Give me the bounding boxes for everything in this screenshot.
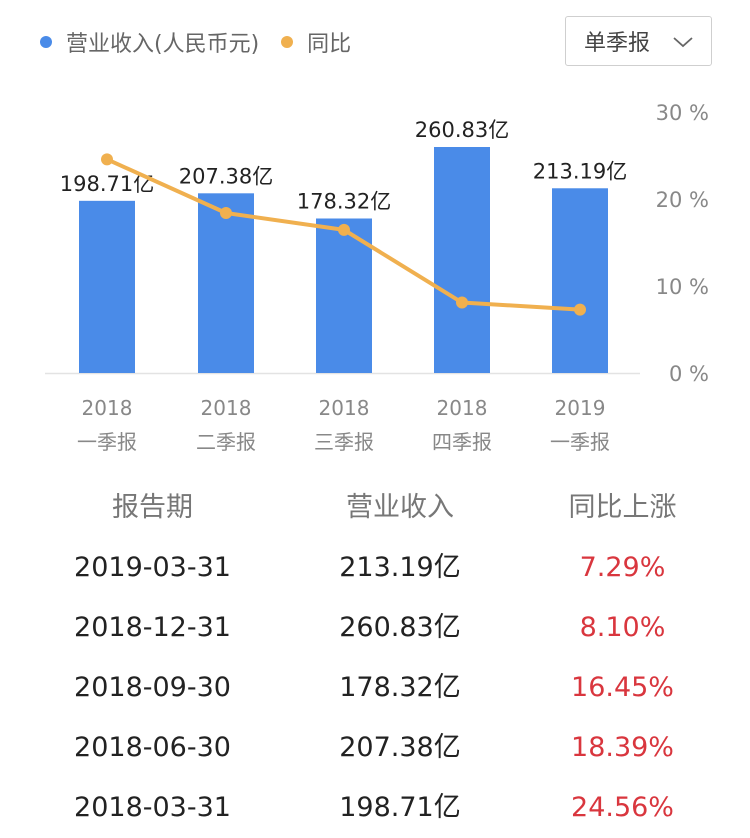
x-tick-label: 2019 一季报 [550, 396, 610, 454]
bar-data-label: 198.71亿 [60, 172, 154, 196]
cell-period: 2019-03-31 [74, 552, 231, 583]
table-header-row: 报告期 营业收入 同比上涨 [0, 478, 750, 538]
header-yoy: 同比上涨 [568, 492, 677, 523]
revenue-table: 报告期 营业收入 同比上涨 2019-03-31 213.19亿 7.29% 2… [0, 478, 750, 838]
table-row: 2018-12-31 260.83亿 8.10% [0, 598, 750, 658]
y2-tick-label: 20 % [656, 188, 709, 212]
cell-period: 2018-12-31 [74, 612, 231, 643]
table-row: 2018-03-31 198.71亿 24.56% [0, 778, 750, 838]
x-tick-label: 2018 一季报 [77, 396, 137, 454]
x-tick-label: 2018 二季报 [196, 396, 256, 454]
cell-revenue: 260.83亿 [339, 612, 461, 643]
chart-legend: 营业收入(人民币元) 同比 [40, 26, 373, 58]
legend-dot-yoy [281, 36, 294, 48]
cell-yoy: 16.45% [571, 672, 674, 703]
table-row: 2019-03-31 213.19亿 7.29% [0, 538, 750, 598]
table-row: 2018-09-30 178.32亿 16.45% [0, 658, 750, 718]
bar-data-label: 178.32亿 [297, 189, 391, 213]
bar [198, 193, 254, 373]
legend-label-revenue: 营业收入(人民币元) [66, 32, 260, 57]
header-period: 报告期 [112, 492, 193, 523]
cell-revenue: 178.32亿 [339, 672, 461, 703]
legend-label-yoy: 同比 [307, 32, 352, 57]
bar [79, 200, 135, 373]
bar [552, 188, 608, 373]
revenue-chart: 0 % 10 % 20 % 30 % 198.71亿 207.38亿 178.32亿 260.… [45, 101, 709, 454]
cell-revenue: 213.19亿 [339, 552, 461, 583]
y2-tick-label: 0 % [669, 362, 709, 386]
yoy-point [220, 207, 232, 220]
yoy-point [456, 296, 468, 309]
x-tick-label: 2018 四季报 [432, 396, 492, 454]
cell-yoy: 18.39% [571, 732, 674, 763]
bar [316, 218, 372, 373]
cell-period: 2018-03-31 [74, 792, 231, 823]
x-tick-label: 2018 三季报 [314, 396, 374, 454]
cell-revenue: 207.38亿 [339, 732, 461, 763]
cell-revenue: 198.71亿 [339, 792, 461, 823]
cell-yoy: 24.56% [571, 792, 674, 823]
header-revenue: 营业收入 [346, 492, 454, 523]
period-select[interactable]: 单季报 [565, 16, 712, 66]
legend-item-yoy[interactable]: 同比 [281, 26, 351, 58]
legend-dot-revenue [40, 36, 52, 48]
cell-yoy: 7.29% [579, 552, 666, 583]
bar-data-label: 213.19亿 [533, 159, 627, 183]
chevron-down-icon [673, 37, 693, 48]
yoy-point [101, 153, 113, 166]
yoy-point [574, 303, 586, 316]
bar-data-label: 207.38亿 [179, 164, 273, 188]
legend-item-revenue[interactable]: 营业收入(人民币元) [40, 26, 259, 58]
bar [434, 147, 490, 373]
bar-data-label: 260.83亿 [415, 118, 509, 142]
yoy-point [338, 223, 350, 236]
cell-period: 2018-09-30 [74, 672, 231, 703]
period-select-label: 单季报 [584, 31, 651, 56]
table-row: 2018-06-30 207.38亿 18.39% [0, 718, 750, 778]
cell-yoy: 8.10% [579, 612, 666, 643]
y2-tick-label: 30 % [656, 101, 709, 125]
y2-tick-label: 10 % [656, 275, 709, 299]
cell-period: 2018-06-30 [74, 732, 231, 763]
